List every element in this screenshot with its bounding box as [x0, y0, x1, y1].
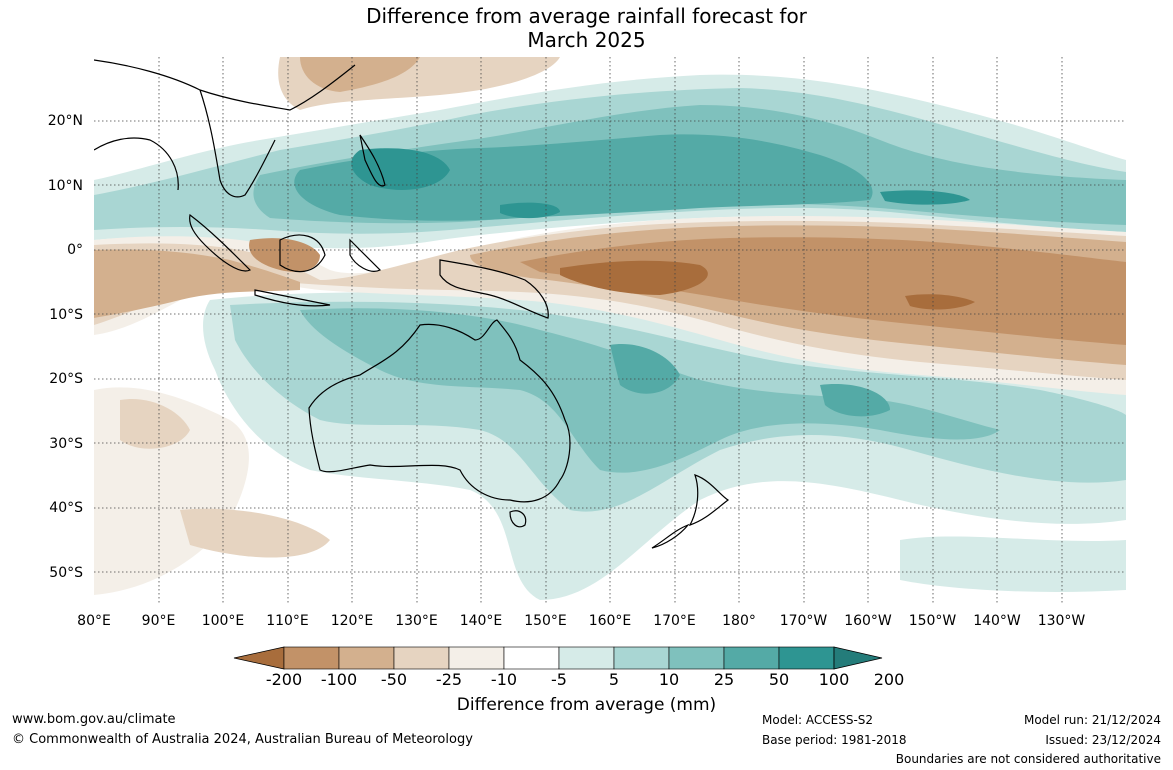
- colorbar-swatch: [558, 646, 615, 670]
- longitude-label: 150°E: [524, 613, 567, 629]
- website-link[interactable]: www.bom.gov.au/climate: [12, 712, 176, 727]
- nz-north-island: [688, 474, 730, 527]
- longitude-label: 80°E: [77, 613, 111, 629]
- colorbar-tick-label: 5: [608, 670, 620, 689]
- colorbar-tick-label: -25: [435, 670, 463, 689]
- colorbar-swatch: [503, 646, 560, 670]
- wet-patch-southeast: [900, 536, 1126, 592]
- tasmania-coast: [509, 510, 527, 528]
- dry-patch-sw-1: [120, 399, 190, 449]
- colorbar-swatch: [668, 646, 725, 670]
- coastlines: [94, 59, 730, 549]
- india-coast: [94, 137, 179, 191]
- dry-peak-central-pacific: [905, 294, 975, 310]
- longitude-label: 130°W: [1037, 613, 1086, 629]
- nz-south-island: [651, 523, 690, 549]
- latitude-label: 40°S: [49, 500, 83, 516]
- colorbar-tick-label: -5: [551, 670, 567, 689]
- colorbar-tick-label: 10: [658, 670, 680, 689]
- issued-text: Issued: 23/12/2024: [1045, 733, 1161, 747]
- latitude-label: 10°S: [49, 306, 83, 323]
- latitude-label: 0°: [67, 242, 83, 258]
- colorbar-tick-label: 100: [818, 670, 850, 689]
- latitude-label: 50°S: [49, 564, 83, 581]
- dry-patch-borneo: [249, 238, 320, 272]
- dry-core-north: [300, 57, 420, 92]
- colorbar-tick-label: 50: [768, 670, 790, 689]
- model-run-text: Model run: 21/12/2024: [1023, 713, 1161, 727]
- longitude-label: 130°E: [395, 613, 438, 629]
- colorbar-tick-label: -10: [490, 670, 518, 689]
- longitude-label: 160°E: [588, 613, 632, 629]
- graticule: [94, 57, 1126, 605]
- asia-coast: [94, 59, 356, 111]
- wet-peak-west-pacific: [500, 202, 560, 219]
- colorbar-swatch: [393, 646, 450, 670]
- colorbar-tick-label: -200: [265, 670, 303, 689]
- borneo-coast: [279, 234, 326, 273]
- wet-core-equatorial: [294, 134, 873, 221]
- longitude-label: 140°E: [459, 613, 503, 629]
- rainfall-field: [94, 57, 1126, 605]
- latitude-label: 20°N: [47, 113, 83, 129]
- longitude-label: 110°E: [266, 613, 309, 629]
- longitude-label: 120°E: [330, 613, 374, 629]
- colorbar-swatch: [338, 646, 395, 670]
- colorbar: [233, 646, 883, 670]
- java-coast: [254, 289, 331, 307]
- colorbar-swatch: [448, 646, 505, 670]
- colorbar-tick-label: 200: [873, 670, 905, 689]
- longitude-label: 180°: [722, 613, 756, 629]
- title-line-1: Difference from average rainfall forecas…: [366, 4, 807, 28]
- longitude-label: 100°E: [201, 613, 245, 629]
- colorbar-title: Difference from average (mm): [456, 695, 717, 715]
- longitude-label: 150°W: [908, 613, 957, 629]
- dry-patch-sw-2: [180, 508, 330, 558]
- latitude-label: 10°N: [47, 177, 83, 194]
- latitude-label: 20°S: [49, 371, 83, 387]
- map-title: Difference from average rainfall forecas…: [0, 4, 1173, 52]
- new-guinea-coast: [439, 259, 549, 319]
- colorbar-swatch: [613, 646, 670, 670]
- wet-core-coral-sea: [610, 344, 680, 394]
- colorbar-tick-label: -50: [380, 670, 408, 689]
- wet-peak-central-pacific: [880, 190, 970, 205]
- title-line-2: March 2025: [527, 28, 646, 52]
- sulawesi-coast: [349, 238, 382, 272]
- indochina-coast: [199, 89, 276, 198]
- longitude-label: 140°W: [973, 613, 1021, 629]
- philippines-coast: [359, 134, 386, 187]
- australia-coast: [308, 319, 571, 503]
- copyright-text: © Commonwealth of Australia 2024, Austra…: [12, 732, 473, 747]
- colorbar-swatch: [723, 646, 780, 670]
- base-period-text: Base period: 1981-2018: [762, 733, 907, 747]
- colorbar-tick-label: -100: [320, 670, 358, 689]
- colorbar-tick-label: 25: [713, 670, 735, 689]
- colorbar-extend-high: [833, 646, 883, 670]
- longitude-label: 170°E: [653, 613, 696, 629]
- wet-core-sw-pacific: [820, 384, 890, 417]
- longitude-label: 90°E: [141, 613, 176, 629]
- longitude-label: 160°W: [844, 613, 892, 629]
- model-text: Model: ACCESS-S2: [762, 713, 874, 727]
- dry-peak-west-pacific: [560, 260, 708, 295]
- sumatra-coast: [189, 213, 252, 272]
- latitude-label: 30°S: [49, 435, 83, 452]
- colorbar-swatch: [283, 646, 340, 670]
- colorbar-swatch: [778, 646, 835, 670]
- wet-peak-philippines: [351, 148, 450, 190]
- dry-band-indian-ocean: [94, 249, 300, 318]
- longitude-label: 170°W: [779, 613, 828, 629]
- colorbar-extend-low: [233, 646, 285, 670]
- disclaimer-text: Boundaries are not considered authoritat…: [895, 752, 1161, 766]
